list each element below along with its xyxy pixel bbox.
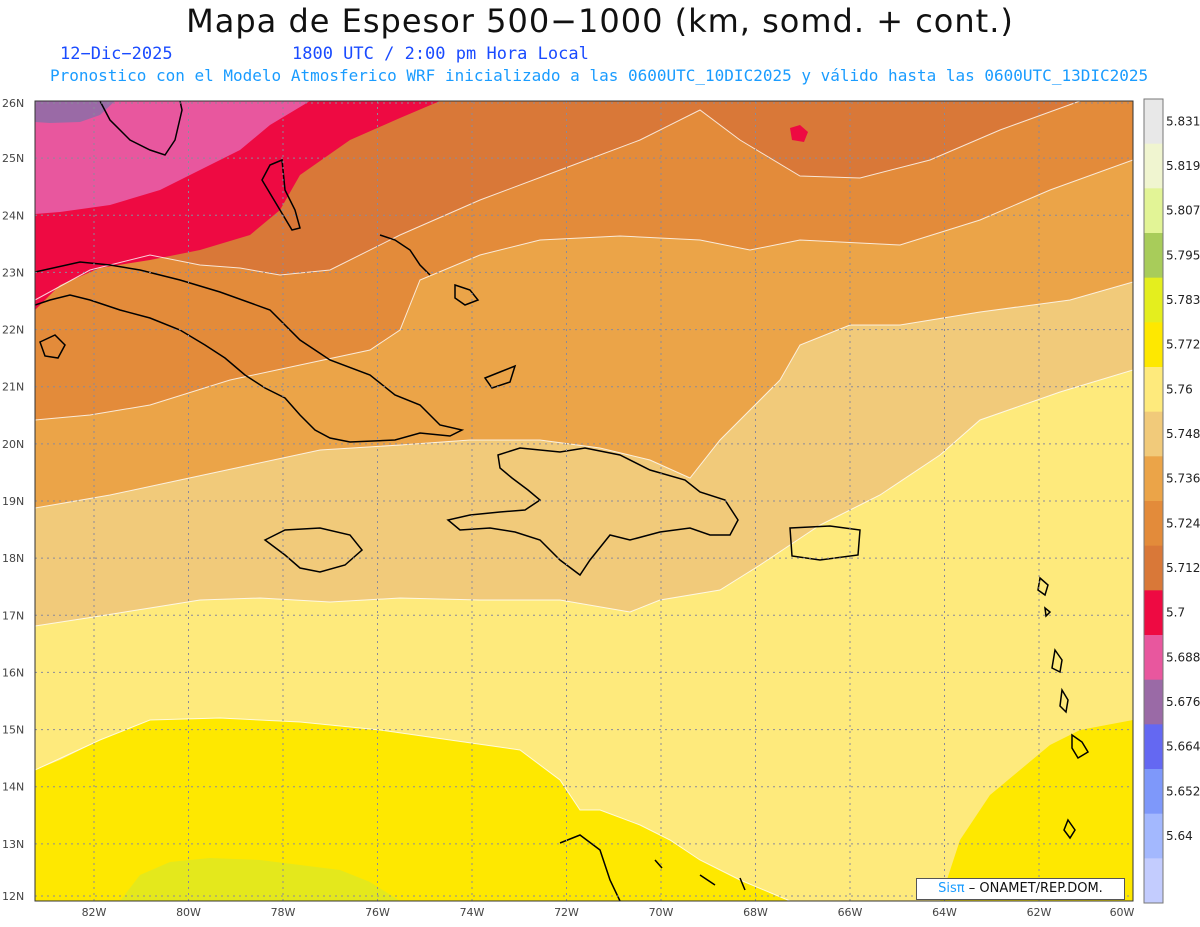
- colorbar-level-label: 5.64: [1166, 829, 1193, 843]
- colorbar-swatch: [1144, 724, 1163, 770]
- model-subtitle: Pronostico con el Modelo Atmosferico WRF…: [50, 66, 1149, 85]
- lon-label: 76W: [365, 906, 390, 919]
- colorbar-level-label: 5.676: [1166, 695, 1200, 709]
- coast-jamaica: [263, 527, 364, 573]
- colorbar-swatch: [1144, 233, 1163, 279]
- colorbar-swatch: [1144, 143, 1163, 189]
- lat-label: 17N: [2, 609, 24, 622]
- lat-label: 19N: [2, 495, 24, 508]
- lon-label: 74W: [460, 906, 485, 919]
- coast-isla-juventud: [39, 334, 66, 359]
- colorbar-frame: [1143, 98, 1164, 904]
- contour-lines: [35, 101, 1133, 901]
- coastlines: [35, 101, 1090, 901]
- lat-label: 12N: [2, 890, 24, 903]
- colorbar-level-label: 5.772: [1166, 338, 1200, 352]
- lon-label: 66W: [838, 906, 863, 919]
- colorbar-swatch: [1144, 456, 1163, 502]
- band-5676: [35, 101, 115, 123]
- lon-label: 70W: [649, 906, 674, 919]
- lat-lon-grid: [35, 101, 1133, 901]
- lon-label: 64W: [932, 906, 957, 919]
- band-5772-east: [940, 720, 1133, 901]
- credit-text: – ONAMET/REP.DOM.: [968, 881, 1103, 896]
- coast-turks: [483, 364, 517, 389]
- lon-label: 78W: [271, 906, 296, 919]
- colorbar-swatch: [1144, 858, 1163, 904]
- credit-box: Sisπ – ONAMET/REP.DOM.: [916, 878, 1125, 900]
- lat-label: 22N: [2, 324, 24, 337]
- colorbar-level-label: 5.76: [1166, 382, 1193, 396]
- shaded-field: [35, 101, 1133, 901]
- coast-bahamas-2: [379, 234, 431, 276]
- colorbar-swatch: [1144, 367, 1163, 413]
- latitude-labels: 26N 25N 24N 23N 22N 21N 20N 19N 18N 17N 16N 15N 14N 1…: [2, 97, 24, 903]
- lon-label: 68W: [743, 906, 768, 919]
- coast-cuba: [35, 261, 465, 443]
- colorbar-level-label: 5.724: [1166, 516, 1200, 530]
- lat-label: 18N: [2, 552, 24, 565]
- band-5688: [35, 101, 310, 214]
- coast-puerto-rico: [789, 525, 861, 561]
- colorbar-level-label: 5.652: [1166, 784, 1200, 798]
- lat-label: 16N: [2, 666, 24, 679]
- colorbar-level-label: 5.795: [1166, 248, 1200, 262]
- colorbar-swatch: [1144, 411, 1163, 457]
- colorbar-swatch: [1144, 501, 1163, 547]
- colorbar-level-label: 5.819: [1166, 159, 1200, 173]
- lat-label: 25N: [2, 152, 24, 165]
- map-title: Mapa de Espesor 500−1000 (km, somd. + co…: [186, 2, 1014, 40]
- forecast-date: 12−Dic−2025: [60, 44, 173, 64]
- lon-label: 62W: [1027, 906, 1052, 919]
- colorbar-level-label: 5.831: [1166, 114, 1200, 128]
- colorbar-swatch: [1144, 813, 1163, 859]
- colorbar-level-label: 5.7: [1166, 606, 1185, 620]
- coast-bahamas-1: [261, 158, 301, 231]
- colorbar-swatch: [1144, 99, 1163, 145]
- colorbar-level-label: 5.736: [1166, 472, 1200, 486]
- lat-label: 20N: [2, 438, 24, 451]
- band-5700-blob: [790, 125, 808, 142]
- colorbar-swatch: [1144, 545, 1163, 591]
- colorbar-level-label: 5.783: [1166, 293, 1200, 307]
- coast-florida: [99, 101, 183, 156]
- lon-label: 72W: [554, 906, 579, 919]
- colorbar-level-label: 5.712: [1166, 561, 1200, 575]
- coast-bahamas-3: [454, 283, 480, 306]
- coast-south-america: [559, 834, 746, 901]
- colorbar-swatch: [1144, 322, 1163, 368]
- longitude-labels: 82W 80W 78W 76W 74W 72W 70W 68W 66W 64W 62W 60W: [82, 906, 1135, 919]
- lat-label: 24N: [2, 209, 24, 222]
- lon-label: 80W: [176, 906, 201, 919]
- band-5783: [120, 858, 400, 901]
- forecast-time: 1800 UTC / 2:00 pm Hora Local: [292, 44, 589, 64]
- lon-label: 82W: [82, 906, 107, 919]
- colorbar-swatch: [1144, 188, 1163, 234]
- map-frame: [34, 100, 1134, 902]
- colorbar-level-label: 5.664: [1166, 740, 1200, 754]
- coast-hispaniola: [446, 447, 739, 577]
- lat-label: 21N: [2, 381, 24, 394]
- lat-label: 26N: [2, 97, 24, 110]
- lat-label: 23N: [2, 266, 24, 279]
- colorbar-swatch: [1144, 769, 1163, 815]
- lat-label: 13N: [2, 838, 24, 851]
- lat-label: 14N: [2, 781, 24, 794]
- colorbar-level-label: 5.807: [1166, 204, 1200, 218]
- lat-label: 15N: [2, 724, 24, 737]
- colorbar-level-label: 5.688: [1166, 650, 1200, 664]
- colorbar-swatch: [1144, 635, 1163, 681]
- colorbar: 5.831 5.819 5.807 5.795 5.783 5.772 5.76 5.748 5…: [1143, 98, 1200, 904]
- colorbar-swatch: [1144, 679, 1163, 725]
- colorbar-swatch: [1144, 590, 1163, 636]
- colorbar-swatch: [1144, 277, 1163, 323]
- colorbar-level-label: 5.748: [1166, 427, 1200, 441]
- lon-label: 60W: [1110, 906, 1135, 919]
- coast-lesser-antilles: [1037, 576, 1090, 840]
- sispi-logo-text: Sisπ: [938, 881, 965, 896]
